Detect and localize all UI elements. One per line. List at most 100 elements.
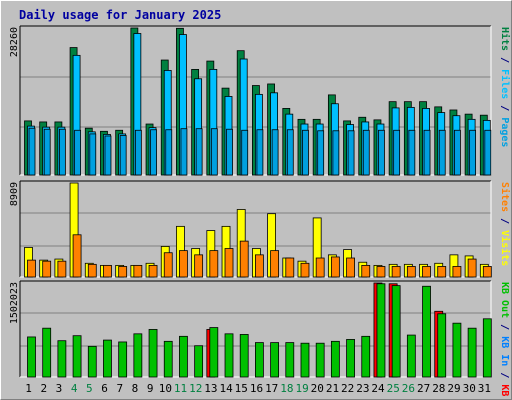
pages-bar-8 xyxy=(134,129,142,176)
x-label-day-15: 15 xyxy=(235,382,248,395)
sites-bar-13 xyxy=(209,250,219,278)
legend-entry-top-4: Pages xyxy=(499,117,510,147)
kbout-bar-4 xyxy=(72,335,82,378)
sites-bar-7 xyxy=(118,266,128,278)
y-max-label-middle: 8909 xyxy=(9,182,20,206)
pages-bar-23 xyxy=(362,129,370,176)
pages-bar-20 xyxy=(317,130,325,176)
pages-bar-31 xyxy=(484,129,492,176)
legend-middle: Sites / Visits xyxy=(499,182,511,266)
pages-bar-18 xyxy=(286,129,294,176)
pages-bar-14 xyxy=(226,128,233,176)
kbout-bar-7 xyxy=(118,341,128,378)
kbout-bar-28 xyxy=(437,313,447,378)
x-label-day-6: 6 xyxy=(101,382,108,395)
kbout-bar-9 xyxy=(148,329,158,378)
x-label-day-4: 4 xyxy=(71,382,78,395)
x-label-day-29: 29 xyxy=(447,382,460,395)
kbout-bar-18 xyxy=(285,342,295,378)
sites-bar-20 xyxy=(315,257,325,278)
pages-bar-28 xyxy=(438,129,446,176)
kbout-bar-14 xyxy=(224,333,234,378)
y-max-label-bottom: 1502023 xyxy=(9,282,20,324)
kbout-bar-10 xyxy=(163,340,173,378)
pages-bar-3 xyxy=(58,128,66,176)
x-label-day-23: 23 xyxy=(356,382,369,395)
sites-bar-8 xyxy=(133,264,143,278)
pages-bar-25 xyxy=(393,129,401,176)
sites-bar-16 xyxy=(255,254,264,278)
legend-entry-top-1: / xyxy=(499,51,510,69)
pages-bar-30 xyxy=(469,129,477,176)
x-label-day-22: 22 xyxy=(341,382,354,395)
pages-bar-7 xyxy=(119,135,127,176)
x-label-day-5: 5 xyxy=(86,382,93,395)
kbout-bar-21 xyxy=(330,340,340,378)
legend-entry-bottom-2: KB In xyxy=(499,336,510,366)
kbout-bar-25 xyxy=(391,285,401,378)
sites-bar-29 xyxy=(452,266,462,278)
legend-entry-top-0: Hits xyxy=(499,27,511,51)
kbout-bar-16 xyxy=(255,342,264,378)
sites-bar-6 xyxy=(103,264,112,278)
pages-bar-17 xyxy=(271,129,279,176)
kbout-bar-31 xyxy=(482,318,492,378)
x-label-day-28: 28 xyxy=(432,382,445,395)
legend-entry-bottom-0: KB Out xyxy=(499,282,510,318)
pages-bar-10 xyxy=(165,129,173,176)
x-label-day-26: 26 xyxy=(402,382,415,395)
x-label-day-7: 7 xyxy=(116,382,123,395)
pages-bar-16 xyxy=(256,129,264,176)
legend-entry-middle-1: / xyxy=(499,212,510,230)
pages-bar-22 xyxy=(347,130,355,176)
legend-entry-top-2: Files xyxy=(499,69,511,99)
legend-entry-middle-2: Visits xyxy=(499,230,511,266)
sites-bar-23 xyxy=(361,264,371,278)
kbout-bar-30 xyxy=(467,327,477,378)
pages-bar-4 xyxy=(74,129,81,176)
kbout-bar-6 xyxy=(103,339,112,378)
pages-bar-6 xyxy=(104,135,112,176)
kbout-bar-29 xyxy=(452,322,462,378)
legend-bottom: KB Out / KB In / KB F xyxy=(499,282,510,400)
pages-bar-11 xyxy=(180,128,188,176)
kbout-bar-11 xyxy=(179,335,188,378)
pages-bar-26 xyxy=(408,129,416,176)
kbout-bar-1 xyxy=(27,336,36,378)
x-label-day-21: 21 xyxy=(326,382,339,395)
pages-bar-24 xyxy=(378,129,385,176)
x-label-day-19: 19 xyxy=(295,382,308,395)
pages-bar-12 xyxy=(195,128,203,176)
sites-bar-26 xyxy=(406,266,416,278)
pages-bar-19 xyxy=(302,129,309,176)
x-label-day-30: 30 xyxy=(463,382,476,395)
kbout-bar-3 xyxy=(57,340,67,378)
sites-bar-21 xyxy=(330,256,340,278)
sites-bar-17 xyxy=(270,250,279,278)
kbout-bar-2 xyxy=(42,327,52,378)
x-label-day-2: 2 xyxy=(40,382,47,395)
pages-bar-9 xyxy=(150,129,157,176)
sites-bar-27 xyxy=(422,266,431,278)
sites-bar-10 xyxy=(163,252,173,278)
sites-bar-1 xyxy=(27,259,36,278)
sites-bar-3 xyxy=(57,260,67,278)
x-label-day-10: 10 xyxy=(159,382,172,395)
legend-entry-bottom-3: / xyxy=(499,366,510,384)
x-label-day-12: 12 xyxy=(189,382,202,395)
kbout-bar-23 xyxy=(361,335,371,378)
pages-bar-1 xyxy=(28,127,36,176)
x-label-day-24: 24 xyxy=(371,382,385,395)
x-label-day-18: 18 xyxy=(280,382,293,395)
sites-bar-11 xyxy=(179,250,188,278)
sites-bar-24 xyxy=(376,266,386,278)
x-label-day-11: 11 xyxy=(174,382,187,395)
x-label-day-16: 16 xyxy=(250,382,263,395)
x-label-day-8: 8 xyxy=(132,382,139,395)
sites-bar-30 xyxy=(467,258,477,278)
sites-bar-19 xyxy=(300,262,310,278)
sites-bar-5 xyxy=(87,263,97,278)
legend-entry-bottom-1: / xyxy=(499,318,510,336)
sites-bar-12 xyxy=(194,254,204,278)
